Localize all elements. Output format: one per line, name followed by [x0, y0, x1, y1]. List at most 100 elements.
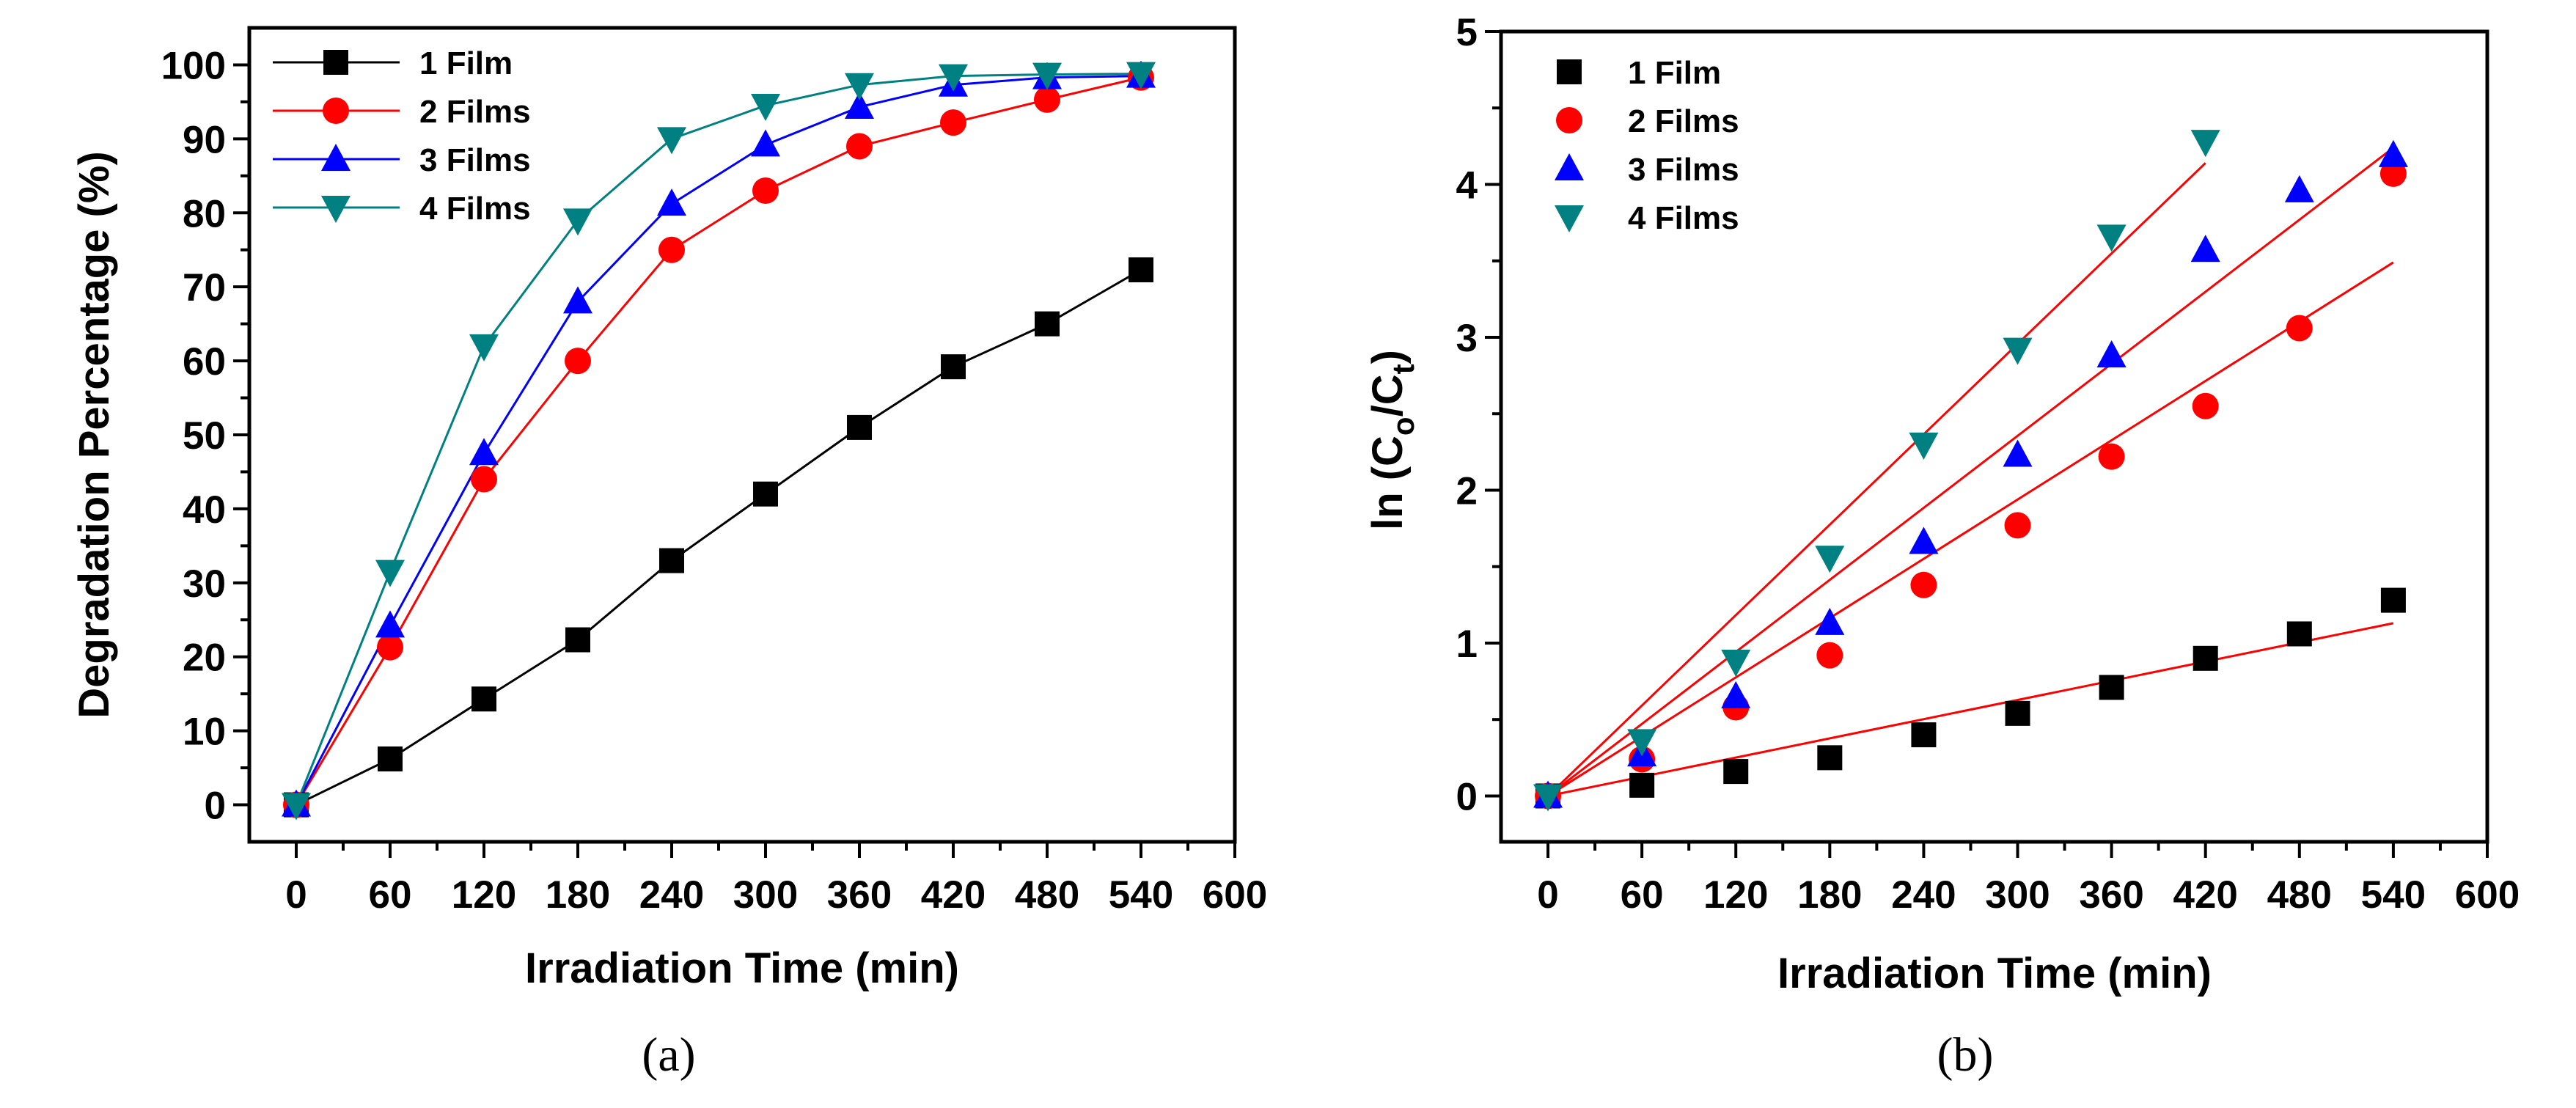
y-axis-title-b-part2: /C [1364, 374, 1412, 417]
data-point-a-0 [378, 746, 403, 771]
data-point-b-0 [1723, 759, 1749, 785]
data-point-a-1 [377, 634, 403, 661]
b-y-tick-label: 3 [1456, 317, 1478, 360]
legend-marker-a [321, 196, 351, 223]
data-point-b-3 [1909, 432, 1939, 460]
data-point-a-1 [752, 177, 779, 204]
y-axis-title-b-part1: ln (C [1364, 436, 1412, 530]
legend-marker-b [1556, 107, 1582, 133]
y-axis-title-b-sub2: t [1386, 364, 1420, 374]
data-point-a-0 [471, 686, 496, 712]
b-y-tick-label: 0 [1456, 775, 1478, 818]
plot-frame-a [247, 26, 1237, 844]
data-point-a-3 [469, 334, 499, 362]
fit-line-b-1 [1547, 261, 2394, 797]
fit-lines-b [1547, 147, 2394, 797]
panel-label-b: (b) [1937, 1028, 1994, 1082]
data-point-b-0 [2286, 621, 2312, 647]
legend-marker-a [321, 144, 351, 171]
a-x-tick-label: 120 [452, 873, 516, 917]
data-point-b-0 [2099, 675, 2124, 700]
legend-label-a: 2 Films [419, 94, 531, 130]
a-y-tick-label: 10 [183, 711, 226, 754]
data-point-a-3 [657, 127, 686, 155]
data-point-b-0 [2192, 645, 2218, 671]
data-point-b-3 [2096, 224, 2127, 252]
a-x-tick-label: 600 [1203, 873, 1267, 917]
legend-marker-b [1555, 205, 1584, 232]
data-point-a-0 [659, 548, 684, 573]
a-x-tick-label: 0 [285, 873, 307, 917]
data-point-b-3 [1533, 784, 1563, 812]
data-point-b-1 [2192, 392, 2219, 419]
data-point-b-3 [2190, 130, 2220, 158]
data-point-b-2 [1815, 607, 1845, 635]
data-point-b-2 [2096, 340, 2127, 367]
legend-b: 1 Film 2 Films 3 Films 4 Films [1555, 55, 1739, 236]
legend-marker-b [1557, 59, 1582, 84]
series-line-a-1 [295, 76, 1142, 806]
data-point-a-2 [469, 438, 499, 466]
fit-line-b-3 [1547, 162, 2206, 797]
data-point-a-0 [847, 414, 872, 440]
b-x-tick-label: 240 [1891, 873, 1956, 917]
data-point-a-2 [845, 91, 874, 119]
y-axis-title-b-part3: ) [1364, 350, 1412, 364]
data-point-a-3 [939, 64, 968, 92]
plot-frame-b [1499, 29, 2489, 844]
b-x-tick-label: 0 [1537, 873, 1558, 917]
a-y-tick-label: 50 [183, 414, 226, 458]
b-x-tick-label: 60 [1621, 873, 1664, 917]
a-x-tick-label: 360 [827, 873, 892, 917]
legend-label-a: 3 Films [419, 142, 531, 178]
data-point-a-3 [563, 208, 592, 236]
a-y-tick-label: 40 [183, 488, 226, 532]
data-point-a-0 [565, 627, 590, 653]
data-point-a-2 [657, 188, 686, 216]
data-point-a-1 [846, 133, 873, 160]
data-point-b-1 [2286, 315, 2313, 342]
data-point-b-3 [1815, 546, 1845, 573]
chart-panel-b: 0 60 120 180 240 300 360 420 480 540 600 0 1 2 3 4 5 1 F… [1364, 11, 2520, 1082]
a-y-tick-label: 20 [183, 636, 226, 680]
data-point-b-2 [2003, 439, 2033, 467]
a-y-tick-label: 30 [183, 562, 226, 606]
data-point-a-0 [753, 481, 778, 507]
a-x-tick-label: 420 [921, 873, 986, 917]
data-point-a-2 [375, 610, 405, 638]
series-lines-a [295, 73, 1142, 806]
chart-panel-a: 0 60 120 180 240 300 360 420 480 540 600 0 10 20 30 40 5… [70, 26, 1268, 1082]
data-point-b-0 [1817, 745, 1843, 771]
y-axis-title-b-sub1: o [1386, 417, 1420, 436]
data-point-b-2 [1721, 680, 1751, 708]
data-point-b-3 [1721, 649, 1751, 677]
data-point-a-3 [1032, 62, 1062, 90]
data-point-a-1 [1034, 86, 1060, 113]
data-point-a-3 [1126, 62, 1156, 89]
b-x-tick-label: 120 [1703, 873, 1768, 917]
data-point-b-1 [2004, 512, 2031, 539]
data-point-a-0 [1129, 257, 1153, 282]
axis-ticks-a: 0 60 120 180 240 300 360 420 480 540 600 0 10 20 30 40 5… [161, 44, 1268, 917]
data-point-b-1 [2379, 160, 2407, 187]
data-point-b-1 [1910, 571, 1937, 598]
data-point-a-3 [375, 559, 405, 587]
series-line-a-2 [295, 75, 1142, 806]
a-x-tick-label: 480 [1015, 873, 1079, 917]
a-y-tick-label: 0 [205, 785, 226, 828]
fit-line-b-0 [1547, 622, 2394, 797]
legend-label-b: 4 Films [1628, 200, 1739, 236]
data-point-a-1 [471, 466, 497, 493]
data-point-a-3 [845, 73, 874, 100]
a-x-tick-label: 300 [733, 873, 798, 917]
data-point-a-2 [563, 286, 592, 314]
data-point-b-2 [2284, 175, 2314, 202]
b-x-tick-label: 600 [2455, 873, 2520, 917]
data-point-b-3 [1627, 729, 1657, 757]
a-y-tick-label: 70 [183, 266, 226, 309]
b-x-tick-label: 480 [2267, 873, 2332, 917]
legend-a: 1 Film 2 Films 3 Films 4 Films [273, 45, 531, 227]
b-x-tick-label: 360 [2079, 873, 2143, 917]
data-point-a-1 [565, 348, 591, 375]
b-x-tick-label: 180 [1797, 873, 1862, 917]
